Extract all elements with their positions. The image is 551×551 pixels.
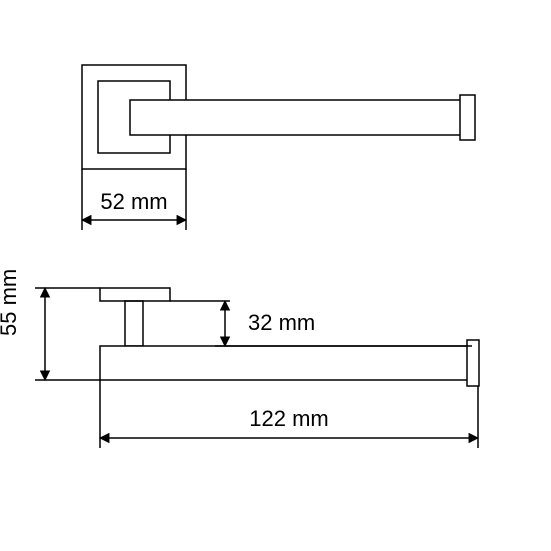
- dimension-55mm-label: 55 mm: [0, 269, 21, 336]
- dimension-55mm: 55 mm: [0, 269, 100, 380]
- dimension-52mm-label: 52 mm: [100, 189, 167, 214]
- dimension-122mm-label: 122 mm: [249, 406, 328, 431]
- dimension-52mm: 52 mm: [82, 169, 186, 230]
- technical-drawing: 52 mm 55 mm 32 mm 122 mm: [0, 0, 551, 551]
- lever-top: [130, 100, 465, 135]
- dimension-122mm: 122 mm: [100, 380, 478, 448]
- spindle-side: [125, 301, 143, 346]
- rose-plate-side: [100, 288, 170, 301]
- lever-body-side: [100, 346, 472, 380]
- side-view: 55 mm 32 mm 122 mm: [0, 269, 479, 448]
- lever-cap-top: [460, 95, 475, 140]
- dimension-32mm: 32 mm: [170, 301, 472, 346]
- top-view: 52 mm: [82, 65, 475, 230]
- lever-cap-side: [467, 340, 479, 386]
- dimension-32mm-label: 32 mm: [248, 310, 315, 335]
